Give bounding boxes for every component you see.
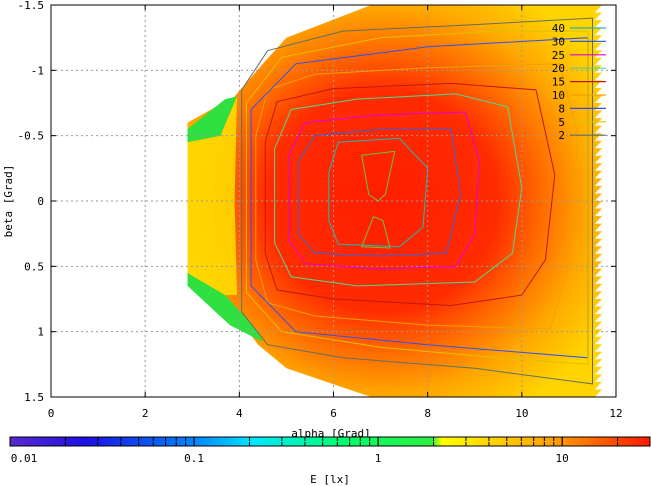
legend-label: 30 — [552, 35, 565, 48]
y-tick-label: -1.5 — [18, 0, 45, 12]
legend-label: 25 — [552, 49, 565, 62]
contour-island-lower — [360, 216, 391, 249]
legend-label: 2 — [558, 129, 565, 142]
colorbar-ticks: 0.01 0.1 1 10 — [9, 437, 651, 465]
colorbar-tick-label: 0.1 — [184, 452, 204, 465]
legend-label: 10 — [552, 89, 565, 102]
x-tick-label: 0 — [48, 407, 55, 420]
contour-island-upper — [361, 150, 396, 202]
low-region-top — [187, 96, 237, 143]
colorbar-label: E [lx] — [310, 473, 350, 486]
heat-layer — [187, 5, 602, 397]
legend-label: 40 — [552, 22, 565, 35]
colorbar-tick-label: 0.01 — [11, 452, 38, 465]
contour-40 — [328, 137, 429, 248]
contour-30 — [297, 128, 462, 257]
legend-label: 8 — [558, 102, 565, 115]
contour-2 — [241, 17, 593, 385]
colorbar-tick-label: 10 — [556, 452, 569, 465]
x-tick-label: 12 — [609, 407, 622, 420]
contour-15 — [264, 82, 556, 307]
y-tick-label: -1 — [31, 64, 44, 77]
contour-25 — [288, 111, 481, 270]
x-tick-label: 4 — [236, 407, 243, 420]
illuminance-field — [187, 5, 602, 397]
grid-lines — [51, 5, 616, 397]
contour-5 — [245, 30, 589, 365]
y-tick-label: 1 — [37, 326, 44, 339]
x-tick-label: 6 — [330, 407, 337, 420]
x-tick-label: 8 — [424, 407, 431, 420]
y-tick-label: -0.5 — [18, 130, 45, 143]
x-tick-label: 2 — [142, 407, 149, 420]
contour-20 — [274, 93, 523, 287]
jagged-edge — [594, 5, 602, 397]
y-tick-label: 0.5 — [24, 260, 44, 273]
y-tick-label: 1.5 — [24, 391, 44, 404]
y-tick-label: 0 — [37, 195, 44, 208]
legend-label: 15 — [552, 76, 565, 89]
colorbar-tick-label: 1 — [375, 452, 382, 465]
legend-label: 5 — [558, 116, 565, 129]
contour-lines — [241, 17, 593, 385]
y-axis-label: beta [Grad] — [2, 165, 15, 238]
axis-ticks: 0 2 4 6 8 10 12-1.5-1-0.500.511.5 — [18, 0, 623, 420]
yellow-band — [187, 96, 237, 296]
x-tick-label: 10 — [515, 407, 528, 420]
low-region-bottom — [187, 272, 263, 343]
legend-label: 20 — [552, 62, 565, 75]
